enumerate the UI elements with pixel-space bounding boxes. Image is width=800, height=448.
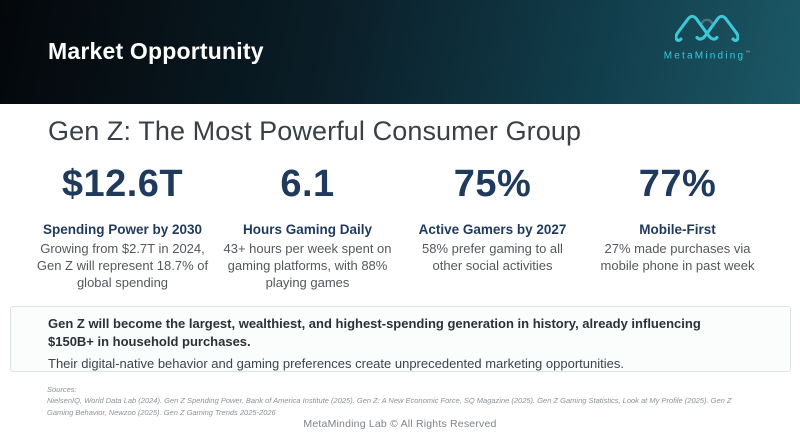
slide-header: Market Opportunity MetaMinding™ bbox=[0, 0, 800, 104]
metaminding-m-icon bbox=[648, 11, 766, 49]
key-takeaway-box: Gen Z will become the largest, wealthies… bbox=[10, 306, 791, 372]
stat-value: 77% bbox=[638, 163, 717, 205]
footer-copyright: MetaMinding Lab © All Rights Reserved bbox=[303, 418, 497, 430]
stat-description: Growing from $2.7T in 2024, Gen Z will r… bbox=[36, 241, 209, 291]
sources-text: NielsenIQ, World Data Lab (2024). Gen Z … bbox=[47, 396, 732, 417]
sources-label: Sources: bbox=[47, 385, 77, 394]
stats-row: $12.6T Spending Power by 2030 Growing fr… bbox=[30, 163, 770, 291]
brand-logo: MetaMinding™ bbox=[648, 11, 766, 61]
stat-spending-power: $12.6T Spending Power by 2030 Growing fr… bbox=[30, 163, 215, 291]
stat-active-gamers: 75% Active Gamers by 2027 58% prefer gam… bbox=[400, 163, 585, 291]
brand-wordmark: MetaMinding™ bbox=[663, 50, 751, 62]
stat-label: Spending Power by 2030 bbox=[42, 222, 203, 237]
stat-label: Active Gamers by 2027 bbox=[418, 222, 567, 237]
stat-value: 6.1 bbox=[280, 163, 335, 205]
slide-heading: Gen Z: The Most Powerful Consumer Group bbox=[48, 116, 582, 146]
stat-value: 75% bbox=[453, 163, 532, 205]
page-title: Market Opportunity bbox=[48, 38, 264, 64]
stat-description: 27% made purchases via mobile phone in p… bbox=[600, 241, 755, 274]
stat-label: Hours Gaming Daily bbox=[242, 222, 373, 237]
stat-description: 58% prefer gaming to all other social ac… bbox=[422, 241, 563, 274]
stat-description: 43+ hours per week spent on gaming platf… bbox=[223, 241, 392, 291]
stat-mobile-first: 77% Mobile-First 27% made purchases via … bbox=[585, 163, 770, 291]
trademark-symbol: ™ bbox=[745, 50, 751, 56]
stat-hours-gaming: 6.1 Hours Gaming Daily 43+ hours per wee… bbox=[215, 163, 400, 291]
stat-value: $12.6T bbox=[61, 163, 184, 205]
takeaway-regular-text: Their digital-native behavior and gaming… bbox=[48, 355, 624, 371]
takeaway-bold-text: Gen Z will become the largest, wealthies… bbox=[48, 316, 701, 350]
stat-label: Mobile-First bbox=[639, 222, 716, 237]
sources-note: Sources: NielsenIQ, World Data Lab (2024… bbox=[47, 384, 759, 418]
